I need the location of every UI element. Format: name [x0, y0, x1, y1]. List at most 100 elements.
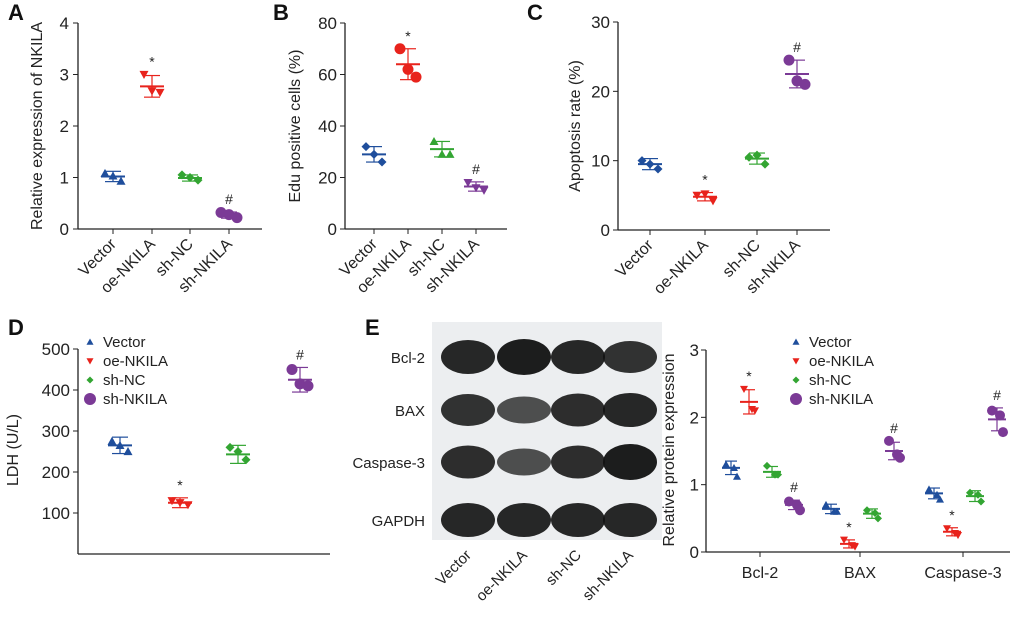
blot-band	[441, 445, 495, 479]
x-tick-label: Caspase-3	[924, 565, 1001, 582]
data-point	[933, 490, 941, 498]
data-point	[784, 496, 794, 507]
legend-marker	[84, 393, 96, 405]
data-point	[744, 152, 754, 162]
significance-mark: *	[702, 172, 708, 188]
blot-band	[551, 340, 605, 374]
data-group-vector	[100, 168, 126, 185]
legend-label: oe-NKILA	[809, 353, 874, 370]
y-tick-label: 40	[318, 117, 337, 136]
data-point	[116, 176, 126, 185]
data-point	[774, 470, 782, 479]
y-tick-label: 300	[42, 422, 70, 441]
legend-marker	[86, 338, 94, 345]
legend-item: sh-NKILA	[790, 391, 873, 408]
data-point	[445, 149, 455, 158]
blot-band	[603, 341, 657, 373]
significance-mark: #	[793, 39, 801, 55]
data-group-oe-nkila: *	[139, 54, 165, 98]
data-point	[895, 452, 905, 463]
data-group-sh-nkila: #	[987, 387, 1008, 438]
y-tick-label: 500	[42, 340, 70, 359]
data-point	[402, 63, 414, 75]
legend-marker	[86, 358, 94, 365]
legend-item: Vector	[86, 334, 146, 351]
data-point	[183, 501, 193, 510]
data-point	[123, 447, 133, 456]
y-tick-label: 2	[60, 117, 69, 136]
data-point	[233, 447, 243, 456]
blot-band	[497, 396, 551, 424]
legend-marker	[790, 393, 802, 405]
y-axis-label: LDH (U/L)	[5, 414, 22, 486]
blot-row-label: Bcl-2	[391, 350, 425, 367]
data-group-oe-nkila: *	[943, 507, 962, 540]
data-group-sh-nkila: #	[884, 420, 905, 463]
data-point	[752, 150, 762, 160]
y-tick-label: 30	[591, 13, 610, 32]
data-point	[100, 168, 110, 177]
data-point	[471, 184, 481, 193]
y-tick-label: 20	[591, 82, 610, 101]
data-point	[751, 407, 759, 415]
panel-E: E 0 1 2 3 Relative protein expression Bcl-2 BAX…	[365, 315, 1010, 582]
y-tick-label: 1	[60, 169, 69, 188]
data-point	[995, 410, 1005, 421]
data-group-vector	[925, 485, 944, 503]
data-point	[107, 436, 117, 445]
data-point	[954, 531, 962, 540]
y-axis-label: Relative expression of NKILA	[29, 22, 46, 230]
y-tick-label: 60	[318, 66, 337, 85]
significance-mark: *	[746, 368, 752, 384]
significance-mark: #	[993, 387, 1001, 403]
legend-label: sh-NKILA	[809, 391, 873, 408]
data-point	[783, 54, 795, 66]
data-group-oe-nkila: *	[167, 477, 193, 510]
data-point	[410, 71, 422, 83]
blot-band	[497, 448, 551, 476]
data-group-vector	[107, 436, 133, 456]
data-point	[733, 472, 741, 480]
y-tick-label: 3	[60, 66, 69, 85]
data-group-oe-nkila: *	[740, 368, 759, 415]
data-group-sh-nkila: #	[783, 39, 811, 90]
data-point	[833, 507, 841, 515]
data-point	[966, 488, 974, 497]
blot-band	[603, 503, 657, 537]
data-point	[231, 212, 243, 224]
data-point	[692, 191, 702, 200]
significance-mark: #	[472, 161, 480, 177]
data-point	[998, 427, 1008, 438]
y-tick-label: 20	[318, 169, 337, 188]
data-group-sh-nkila: #	[784, 479, 805, 516]
blot-band	[441, 340, 495, 374]
data-point	[874, 514, 882, 523]
data-point	[286, 364, 298, 375]
blot-band	[497, 503, 551, 537]
data-point	[429, 136, 439, 146]
data-point	[369, 149, 379, 159]
significance-mark: *	[177, 477, 183, 493]
legend-label: Vector	[809, 334, 852, 351]
blot-lane-label: sh-NC	[543, 547, 585, 589]
legend-label: sh-NC	[809, 372, 852, 389]
legend-label: sh-NKILA	[103, 391, 167, 408]
data-point	[840, 536, 848, 544]
blot-band	[551, 503, 605, 537]
y-tick-label: 2	[690, 408, 699, 427]
data-group-oe-nkila: *	[692, 172, 718, 206]
legend-item: sh-NC	[86, 372, 146, 389]
significance-mark: #	[225, 191, 233, 207]
legend: Vector oe-NKILA sh-NC sh-NKILA	[790, 334, 874, 408]
x-tick-label: BAX	[844, 565, 876, 582]
data-point	[863, 506, 871, 515]
x-tick-label: Bcl-2	[742, 565, 779, 582]
blot-band	[551, 445, 605, 479]
data-group-oe-nkila: *	[840, 519, 859, 551]
y-axis-label: Apoptosis rate (%)	[567, 60, 584, 192]
data-point	[177, 170, 187, 180]
significance-mark: #	[790, 479, 798, 495]
data-point	[241, 455, 251, 465]
